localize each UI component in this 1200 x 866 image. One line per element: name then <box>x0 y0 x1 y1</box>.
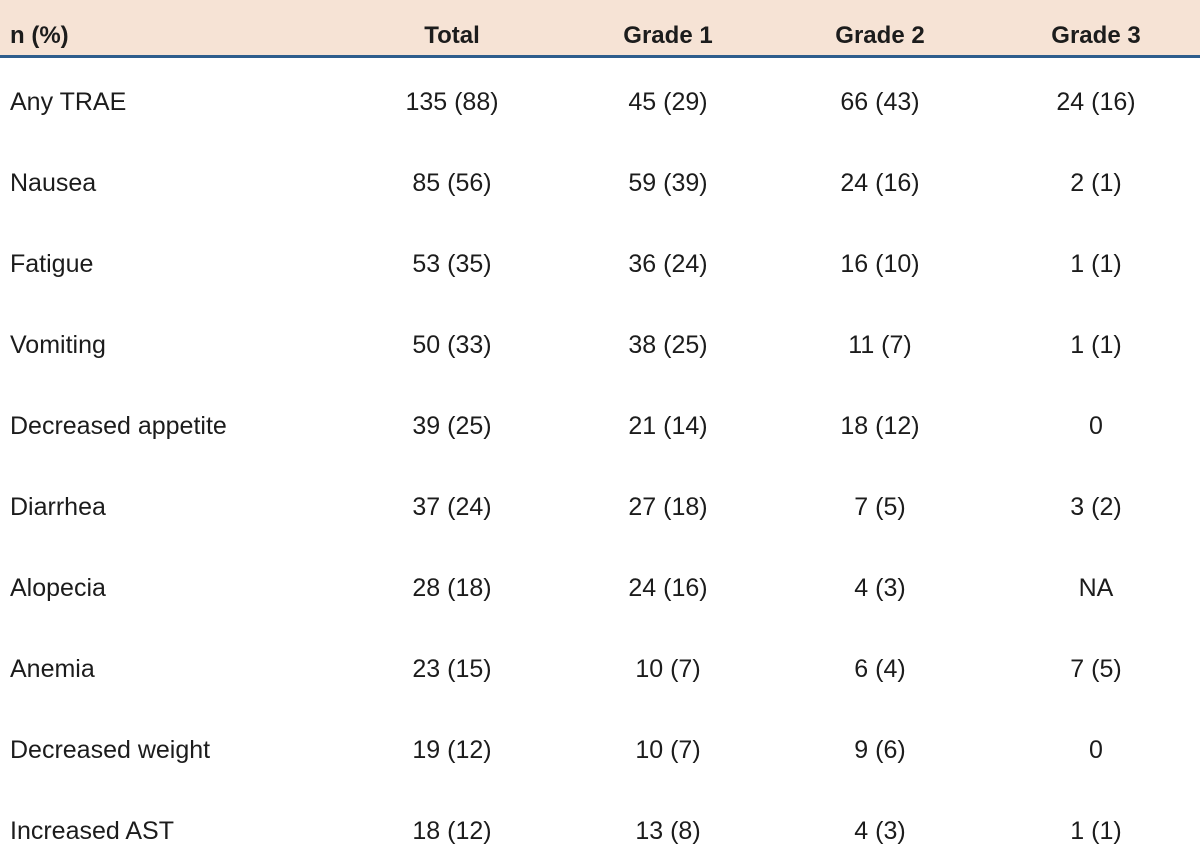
total-cell: 39 (25) <box>412 412 492 440</box>
grade-3-cell: 1 (1) <box>1070 817 1122 845</box>
total-cell: 135 (88) <box>405 88 499 116</box>
grade-3-cell: 1 (1) <box>1070 250 1122 278</box>
table-header: n (%) Total Grade 1 Grade 2 Grade 3 <box>0 0 1200 58</box>
table-row: Decreased appetite 39 (25) 21 (14) 18 (1… <box>0 411 1200 451</box>
column-header-grade-2: Grade 2 <box>835 22 925 49</box>
total-cell: 19 (12) <box>412 736 492 764</box>
grade-3-cell: 3 (2) <box>1070 493 1122 521</box>
total-cell: 18 (12) <box>412 817 492 845</box>
row-label: Vomiting <box>10 331 106 359</box>
table-row: Vomiting 50 (33) 38 (25) 11 (7) 1 (1) <box>0 330 1200 370</box>
row-label: Increased AST <box>10 817 174 845</box>
grade-3-cell: 0 <box>1089 736 1103 764</box>
column-header-grade-3: Grade 3 <box>1051 22 1141 49</box>
grade-1-cell: 10 (7) <box>635 736 701 764</box>
table-row: Nausea 85 (56) 59 (39) 24 (16) 2 (1) <box>0 168 1200 208</box>
row-label: Decreased weight <box>10 736 211 764</box>
row-label: Fatigue <box>10 250 94 278</box>
total-cell: 37 (24) <box>412 493 492 521</box>
row-label: Alopecia <box>10 574 106 602</box>
grade-1-cell: 24 (16) <box>628 574 708 602</box>
column-header-total: Total <box>424 22 480 49</box>
grade-2-cell: 4 (3) <box>854 817 906 845</box>
grade-2-cell: 66 (43) <box>840 88 920 116</box>
total-cell: 85 (56) <box>412 169 492 197</box>
row-label: Decreased appetite <box>10 412 227 440</box>
row-label: Diarrhea <box>10 493 106 521</box>
grade-2-cell: 9 (6) <box>854 736 906 764</box>
grade-2-cell: 4 (3) <box>854 574 906 602</box>
grade-2-cell: 6 (4) <box>854 655 906 683</box>
grade-2-cell: 18 (12) <box>840 412 920 440</box>
grade-1-cell: 45 (29) <box>628 88 708 116</box>
table-row: Increased AST 18 (12) 13 (8) 4 (3) 1 (1) <box>0 816 1200 856</box>
grade-3-cell: 1 (1) <box>1070 331 1122 359</box>
table-row: Fatigue 53 (35) 36 (24) 16 (10) 1 (1) <box>0 249 1200 289</box>
table-row: Decreased weight 19 (12) 10 (7) 9 (6) 0 <box>0 735 1200 775</box>
grade-3-cell: 7 (5) <box>1070 655 1122 683</box>
row-label: Nausea <box>10 169 97 197</box>
grade-2-cell: 16 (10) <box>840 250 920 278</box>
column-header-n-percent: n (%) <box>10 22 69 49</box>
grade-3-cell: 0 <box>1089 412 1103 440</box>
grade-1-cell: 59 (39) <box>628 169 708 197</box>
grade-1-cell: 38 (25) <box>628 331 708 359</box>
row-label: Any TRAE <box>10 88 127 116</box>
table-row: Alopecia 28 (18) 24 (16) 4 (3) NA <box>0 573 1200 613</box>
grade-1-cell: 27 (18) <box>628 493 708 521</box>
grade-1-cell: 36 (24) <box>628 250 708 278</box>
table-row: Anemia 23 (15) 10 (7) 6 (4) 7 (5) <box>0 654 1200 694</box>
total-cell: 50 (33) <box>412 331 492 359</box>
grade-3-cell: NA <box>1078 574 1114 602</box>
grade-3-cell: 2 (1) <box>1070 169 1122 197</box>
total-cell: 23 (15) <box>412 655 492 683</box>
grade-1-cell: 10 (7) <box>635 655 701 683</box>
grade-1-cell: 21 (14) <box>628 412 708 440</box>
grade-2-cell: 7 (5) <box>854 493 906 521</box>
row-label: Anemia <box>10 655 95 683</box>
grade-2-cell: 24 (16) <box>840 169 920 197</box>
grade-1-cell: 13 (8) <box>635 817 701 845</box>
table-row: Any TRAE 135 (88) 45 (29) 66 (43) 24 (16… <box>0 87 1200 127</box>
grade-2-cell: 11 (7) <box>848 331 912 359</box>
column-header-grade-1: Grade 1 <box>623 22 713 49</box>
total-cell: 53 (35) <box>412 250 492 278</box>
table-row: Diarrhea 37 (24) 27 (18) 7 (5) 3 (2) <box>0 492 1200 532</box>
grade-3-cell: 24 (16) <box>1056 88 1136 116</box>
total-cell: 28 (18) <box>412 574 492 602</box>
